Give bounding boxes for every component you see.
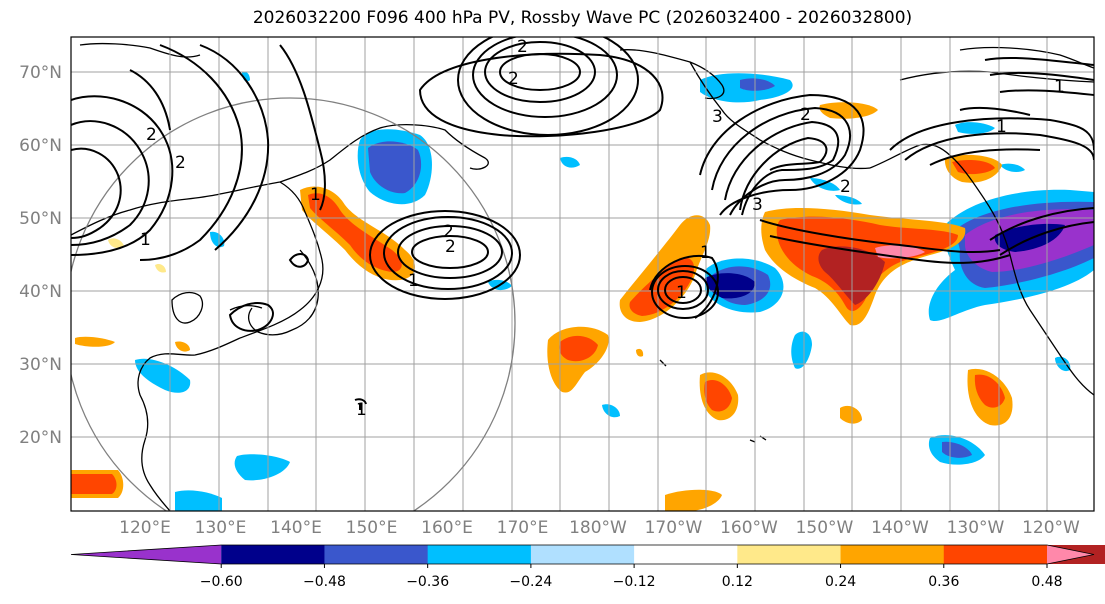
lon-label: 140°W <box>871 518 929 538</box>
contour-labels: 2 2 2 2 2 2 1 1 1 1 1 1 3 3 2 2 1 1 <box>140 37 1065 420</box>
colorbar-tick-label: 0.24 <box>825 574 856 590</box>
contour-label: 1 <box>356 400 367 420</box>
colorbar-band <box>427 545 532 564</box>
contour-label: 1 <box>140 230 151 250</box>
lon-label: 140°E <box>270 518 322 538</box>
colorbar-tick-label: 0.36 <box>928 574 959 590</box>
contour-label: 3 <box>712 107 723 127</box>
colorbar-band <box>1047 545 1094 564</box>
contour-label: 1 <box>408 271 419 291</box>
contour-label: 2 <box>175 153 186 173</box>
lon-label: 120°E <box>119 518 171 538</box>
colorbar-tick-label: 0.12 <box>722 574 753 590</box>
longitude-labels: 120°E 130°E 140°E 150°E 160°E 170°E 180°… <box>119 518 1080 538</box>
lat-label-50n: 50°N <box>19 209 62 229</box>
pv-anomaly-fill <box>71 71 1094 511</box>
map-title: 2026032200 F096 400 hPa PV, Rossby Wave … <box>252 8 913 28</box>
contour-label: 1 <box>310 185 321 205</box>
rossby-wave-contours <box>71 37 1094 410</box>
graticule <box>71 37 1094 511</box>
lat-label-70n: 70°N <box>19 63 62 83</box>
colorbar-band <box>221 545 325 564</box>
colorbar-tick-label: 0.48 <box>1031 574 1062 590</box>
latitude-labels: 70°N 60°N 50°N 40°N 30°N 20°N <box>19 63 62 448</box>
colorbar-tick-label: −0.24 <box>509 574 552 590</box>
lon-label: 150°W <box>796 518 854 538</box>
colorbar-band <box>634 545 738 564</box>
colorbar-band <box>71 545 222 564</box>
colorbar-tick-label: −0.12 <box>613 574 656 590</box>
lon-label: 170°W <box>645 518 703 538</box>
lon-label: 180°W <box>569 518 627 538</box>
contour-label: 2 <box>800 105 811 125</box>
contour-label: 1 <box>1054 77 1065 97</box>
contour-label: 2 <box>840 177 851 197</box>
colorbar-band <box>840 545 945 564</box>
contour-label: 1 <box>700 243 711 263</box>
lat-label-40n: 40°N <box>19 282 62 302</box>
lon-label: 160°W <box>720 518 778 538</box>
contour-label: 1 <box>996 117 1007 137</box>
colorbar-band <box>324 545 429 564</box>
colorbar-tick-label: −0.60 <box>200 574 243 590</box>
lon-label: 120°W <box>1022 518 1080 538</box>
colorbar-tick-label: −0.36 <box>406 574 449 590</box>
colorbar-band <box>943 545 1048 564</box>
map-background <box>71 37 1094 511</box>
colorbar-band <box>530 545 635 564</box>
radius-circle <box>71 97 516 511</box>
lat-label-20n: 20°N <box>19 428 62 448</box>
lat-label-60n: 60°N <box>19 136 62 156</box>
lat-label-30n: 30°N <box>19 355 62 375</box>
lon-label: 170°E <box>497 518 549 538</box>
lon-label: 130°E <box>195 518 247 538</box>
lon-label: 130°W <box>947 518 1005 538</box>
contour-label: 2 <box>443 222 454 242</box>
contour-label: 3 <box>752 195 763 215</box>
contour-label: 2 <box>508 69 519 89</box>
lon-label: 150°E <box>346 518 398 538</box>
lon-label: 160°E <box>421 518 473 538</box>
map-frame <box>70 36 1095 512</box>
contour-label: 2 <box>517 37 528 57</box>
colorbar-tick-label: −0.48 <box>303 574 346 590</box>
contour-label: 2 <box>146 125 157 145</box>
contour-label: 1 <box>676 283 687 303</box>
colorbar-band <box>737 545 842 564</box>
colorbar: −0.60 −0.48 −0.36 −0.24 −0.12 0.12 0.24 0.36 0.4… <box>70 544 1105 590</box>
contour-label: 2 <box>445 237 456 257</box>
